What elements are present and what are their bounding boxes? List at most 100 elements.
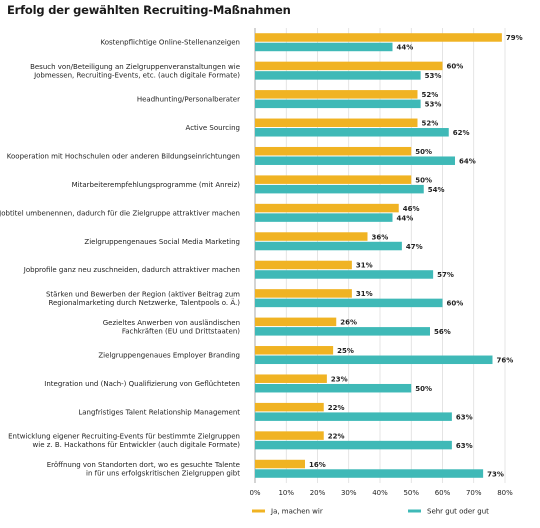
bar-ja-machen-wir: [255, 203, 399, 213]
data-label: 79%: [506, 34, 523, 42]
data-label: 63%: [456, 442, 473, 450]
category-label: Jobmessen, Recruiting-Events, etc. (auch…: [33, 71, 240, 79]
category-label: Fachkräften (EU und Drittstaaten): [122, 327, 240, 335]
data-label: 50%: [415, 176, 432, 184]
bar-sehr-gut-oder-gut: [255, 469, 484, 478]
bar-ja-machen-wir: [255, 232, 368, 241]
bar-ja-machen-wir: [255, 459, 305, 469]
category-label: Headhunting/Personalberater: [137, 96, 240, 104]
data-label: 73%: [487, 470, 504, 478]
data-label: 53%: [425, 72, 442, 80]
legend-label: Sehr gut oder gut: [427, 508, 489, 516]
legend-label: Ja, machen wir: [270, 508, 323, 516]
data-label: 53%: [425, 101, 442, 109]
bar-sehr-gut-oder-gut: [255, 327, 430, 336]
data-label: 57%: [437, 271, 454, 279]
bar-ja-machen-wir: [255, 61, 443, 71]
category-label: Jobtitel umbenennen, dadurch für die Zie…: [0, 209, 240, 217]
bar-ja-machen-wir: [255, 260, 352, 270]
data-label: 50%: [415, 148, 432, 156]
bar-ja-machen-wir: [255, 374, 327, 383]
category-label: Stärken und Bewerben der Region (aktiver…: [46, 290, 240, 298]
data-label: 44%: [397, 44, 414, 52]
bar-sehr-gut-oder-gut: [255, 298, 443, 308]
bar-ja-machen-wir: [255, 289, 352, 298]
x-tick-label: 70%: [466, 489, 482, 497]
bar-sehr-gut-oder-gut: [255, 99, 421, 109]
bar-sehr-gut-oder-gut: [255, 184, 424, 194]
data-label: 46%: [403, 205, 420, 213]
category-label: Mitarbeiterempfehlungsprogramme (mit Anr…: [72, 181, 241, 189]
x-tick-label: 60%: [435, 489, 451, 497]
bar-ja-machen-wir: [255, 146, 412, 156]
category-label: Gezieltes Anwerben von ausländischen: [103, 319, 240, 327]
chart-title: Erfolg der gewählten Recruiting-Maßnahme…: [7, 3, 291, 17]
bar-ja-machen-wir: [255, 431, 324, 440]
data-label: 50%: [415, 385, 432, 393]
legend-swatch: [408, 509, 421, 513]
category-label: Active Sourcing: [186, 124, 240, 132]
category-label: Jobprofile ganz neu zuschneiden, dadurch…: [23, 266, 240, 274]
bar-ja-machen-wir: [255, 317, 337, 327]
category-label: Zielgruppengenaues Employer Branding: [98, 352, 240, 360]
data-label: 31%: [356, 290, 373, 298]
category-label: Besuch von/Beteiligung an Zielgruppenver…: [30, 63, 240, 71]
bar-sehr-gut-oder-gut: [255, 383, 412, 393]
data-label: 31%: [356, 262, 373, 270]
category-label: Zielgruppengenaues Social Media Marketin…: [84, 238, 240, 246]
category-label: Entwicklung eigener Recruiting-Events fü…: [8, 433, 240, 441]
data-label: 76%: [497, 357, 514, 365]
category-label: Eröffnung von Standorten dort, wo es ges…: [47, 461, 240, 469]
x-tick-label: 40%: [372, 489, 388, 497]
category-label: Integration und (Nach-) Qualifizierung v…: [44, 380, 240, 388]
bar-ja-machen-wir: [255, 118, 418, 128]
data-label: 56%: [434, 328, 451, 336]
data-label: 60%: [447, 63, 464, 71]
data-label: 62%: [453, 129, 470, 137]
category-label: wie z. B. Hackathons für Entwickler (auc…: [33, 441, 241, 449]
category-label: in für uns erfolgskritischen Zielgruppen…: [86, 470, 240, 478]
bar-sehr-gut-oder-gut: [255, 71, 421, 80]
category-label: Langfristiges Talent Relationship Manage…: [78, 408, 240, 416]
data-label: 63%: [456, 413, 473, 421]
bar-sehr-gut-oder-gut: [255, 241, 402, 251]
bar-sehr-gut-oder-gut: [255, 355, 493, 365]
category-label: Regionalmarketing durch Netzwerke, Talen…: [48, 298, 240, 307]
bar-sehr-gut-oder-gut: [255, 412, 452, 421]
data-label: 16%: [309, 461, 326, 469]
data-label: 54%: [428, 186, 445, 194]
category-label: Kooperation mit Hochschulen oder anderen…: [7, 152, 240, 160]
data-label: 64%: [459, 157, 476, 165]
data-label: 52%: [422, 91, 439, 99]
x-tick-label: 50%: [403, 489, 419, 497]
data-label: 47%: [406, 243, 423, 251]
data-label: 60%: [447, 300, 464, 308]
bar-ja-machen-wir: [255, 33, 502, 42]
data-label: 52%: [422, 120, 439, 128]
bar-sehr-gut-oder-gut: [255, 42, 393, 52]
x-tick-label: 0%: [249, 489, 260, 497]
data-label: 36%: [372, 233, 389, 241]
bar-sehr-gut-oder-gut: [255, 440, 452, 450]
x-tick-label: 80%: [497, 489, 513, 497]
bar-sehr-gut-oder-gut: [255, 213, 393, 222]
x-tick-label: 20%: [310, 489, 326, 497]
category-label: Kostenpflichtige Online-Stellenanzeigen: [101, 39, 240, 47]
bar-ja-machen-wir: [255, 175, 412, 184]
data-label: 44%: [397, 214, 414, 222]
bar-sehr-gut-oder-gut: [255, 270, 434, 279]
data-label: 26%: [340, 319, 357, 327]
data-label: 25%: [337, 347, 354, 355]
legend-swatch: [252, 509, 265, 513]
bar-sehr-gut-oder-gut: [255, 156, 455, 165]
data-label: 23%: [331, 375, 348, 383]
bar-sehr-gut-oder-gut: [255, 128, 449, 137]
data-label: 22%: [328, 432, 345, 440]
x-tick-label: 10%: [278, 489, 294, 497]
bar-ja-machen-wir: [255, 402, 324, 412]
data-label: 22%: [328, 404, 345, 412]
bar-ja-machen-wir: [255, 90, 418, 99]
bar-ja-machen-wir: [255, 346, 334, 355]
